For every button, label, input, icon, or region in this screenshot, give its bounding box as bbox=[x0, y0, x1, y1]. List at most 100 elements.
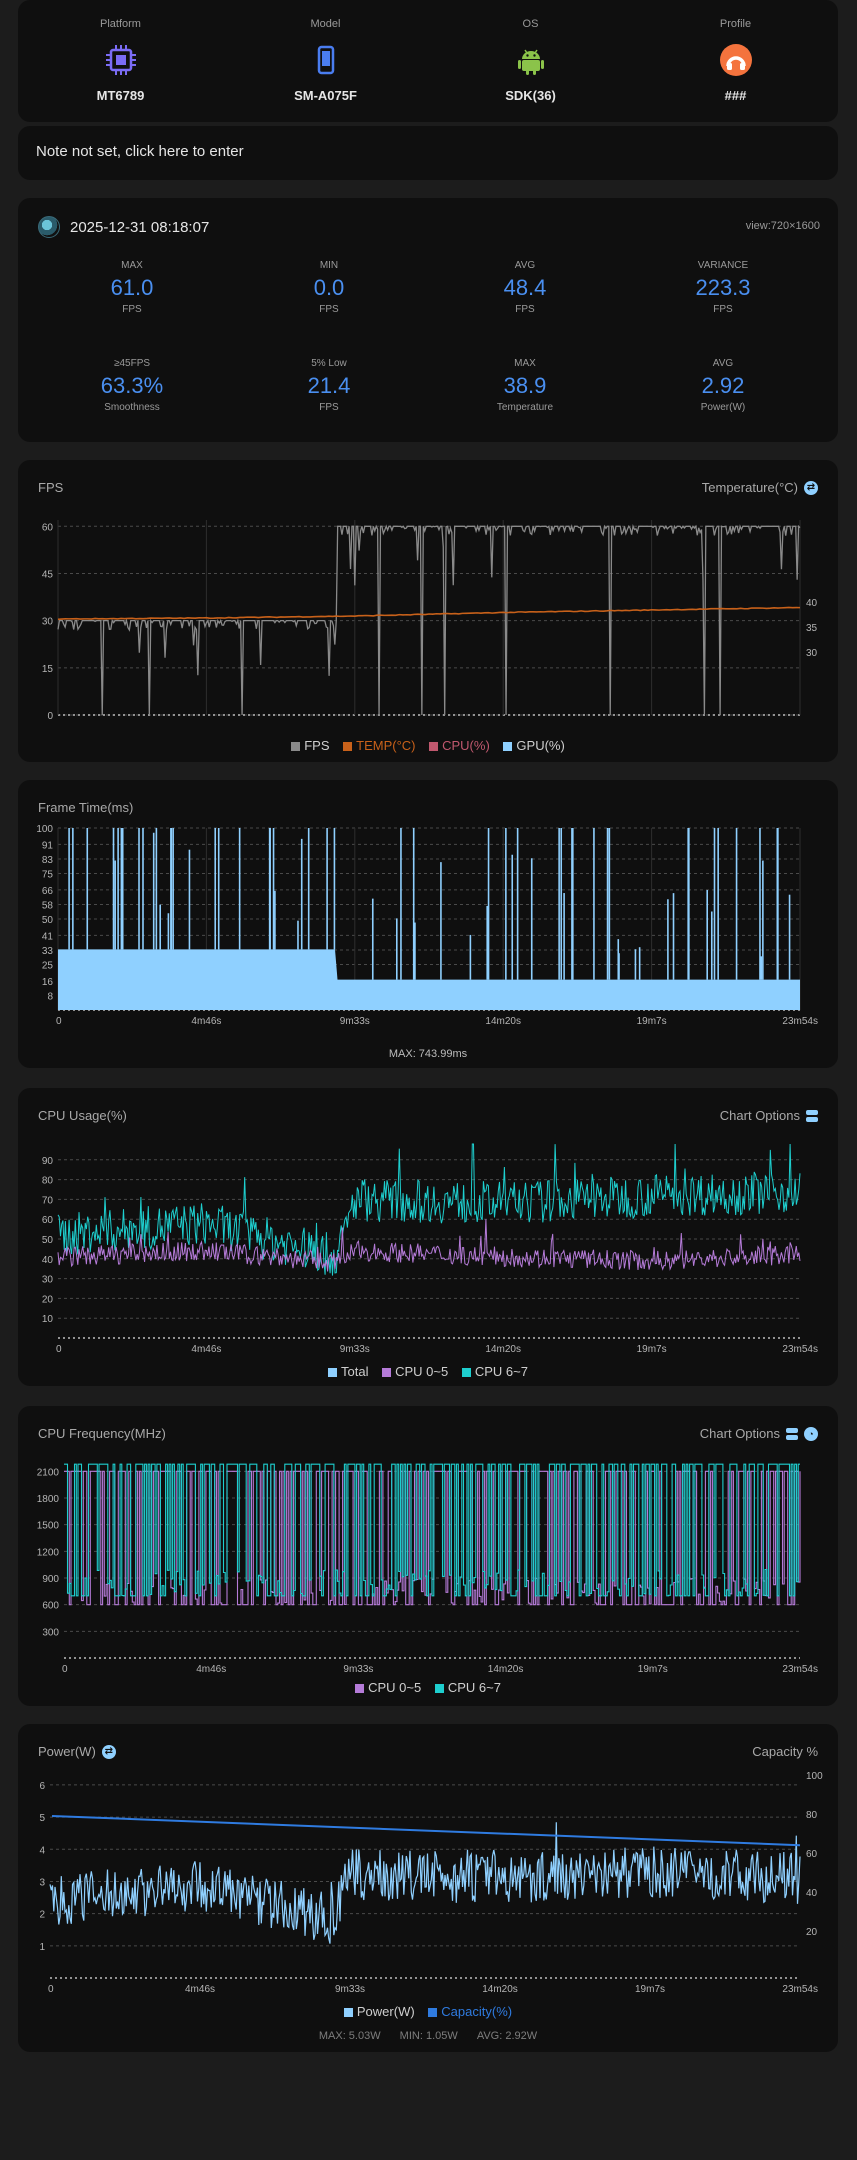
os-label: OS bbox=[522, 18, 539, 30]
x-tick-label: 14m20s bbox=[488, 1664, 524, 1675]
legend-capacity[interactable]: Capacity(%) bbox=[428, 2004, 512, 2019]
legend-freq-cpu-6-7[interactable]: CPU 6~7 bbox=[434, 1680, 501, 1695]
y-tick-label: 10 bbox=[42, 1314, 54, 1325]
x-tick-label: 23m54s bbox=[782, 1344, 818, 1355]
cpu-frequency-title: CPU Frequency(MHz) bbox=[38, 1426, 166, 1441]
power-legend: Power(W) Capacity(%) bbox=[18, 2004, 838, 2019]
capacity-tick-label: 60 bbox=[806, 1849, 818, 1860]
y-tick-label: 60 bbox=[42, 1215, 54, 1226]
legend-cpu-6-7[interactable]: CPU 6~7 bbox=[461, 1364, 528, 1379]
y-tick-label: 900 bbox=[42, 1574, 59, 1585]
capacity-tick-label: 20 bbox=[806, 1927, 818, 1938]
swap-icon[interactable]: ⇄ bbox=[101, 1744, 116, 1759]
swap-icon[interactable]: ⇄ bbox=[804, 480, 818, 495]
temperature-axis-title: Temperature(°C) bbox=[701, 480, 798, 495]
y-tick-label: 3 bbox=[39, 1877, 45, 1888]
y-tick-label: 600 bbox=[42, 1601, 59, 1612]
y-tick-label: 33 bbox=[42, 946, 54, 957]
options-icon[interactable] bbox=[806, 1109, 818, 1122]
y-tick-label: 300 bbox=[42, 1627, 59, 1638]
cpu-frequency-chart-card: CPU Frequency(MHz) Chart Options ◔ 300 600… bbox=[18, 1406, 838, 1706]
y-tick-label: 1800 bbox=[37, 1494, 60, 1505]
y-tick-label: 40 bbox=[42, 1255, 54, 1266]
x-tick-label: 19m7s bbox=[635, 1984, 665, 1995]
x-tick-label: 4m46s bbox=[196, 1664, 226, 1675]
cpu-6-7-line bbox=[57, 1143, 801, 1276]
frametime-chart-card: Frame Time(ms) 8 16 25 33 41 50 58 66 75 83 91 100 0… bbox=[18, 780, 838, 1068]
x-tick-label: 23m54s bbox=[782, 1984, 818, 1995]
y-tick-label: 6 bbox=[39, 1781, 45, 1792]
capacity-axis-title: Capacity % bbox=[752, 1744, 818, 1759]
profile-info[interactable]: Profile ### bbox=[633, 0, 838, 122]
power-chart-title[interactable]: Power(W) ⇄ bbox=[38, 1744, 116, 1759]
frametime-max: MAX: 743.99ms bbox=[388, 1048, 468, 1060]
x-tick-label: 14m20s bbox=[482, 1984, 518, 1995]
temp-tick-label: 30 bbox=[806, 648, 818, 659]
legend-power[interactable]: Power(W) bbox=[343, 2004, 415, 2019]
y-tick-label: 91 bbox=[42, 840, 54, 851]
y-tick-label: 1200 bbox=[37, 1547, 60, 1558]
app-avatar bbox=[38, 216, 60, 238]
power-avg: AVG: 2.92W bbox=[476, 2030, 538, 2042]
y-tick-label: 70 bbox=[42, 1195, 54, 1206]
cpu-usage-options[interactable]: Chart Options bbox=[720, 1108, 818, 1123]
y-tick-label: 5 bbox=[39, 1813, 45, 1824]
note-card[interactable]: Note not set, click here to enter bbox=[18, 126, 838, 180]
profile-label: Profile bbox=[719, 18, 752, 30]
model-label: Model bbox=[310, 18, 341, 30]
pie-icon[interactable]: ◔ bbox=[804, 1426, 818, 1441]
session-stats-card: 2025-12-31 08:18:07 view:720×1600 MAX 61.… bbox=[18, 198, 838, 442]
temp-tick-label: 35 bbox=[806, 623, 818, 634]
y-tick-label: 16 bbox=[42, 977, 54, 988]
cpu-frequency-options[interactable]: Chart Options ◔ bbox=[700, 1426, 818, 1441]
platform-info: Platform MT6789 bbox=[18, 0, 223, 122]
y-tick-label: 58 bbox=[42, 900, 54, 911]
x-tick-label: 19m7s bbox=[638, 1664, 668, 1675]
profile-value: ### bbox=[724, 88, 747, 103]
y-tick-label: 75 bbox=[42, 870, 54, 881]
stat-max-fps: MAX 61.0 FPS bbox=[110, 260, 154, 315]
options-icon[interactable] bbox=[786, 1427, 798, 1440]
session-date: 2025-12-31 08:18:07 bbox=[70, 218, 210, 236]
chip-icon bbox=[103, 42, 139, 78]
legend-cpu-0-5[interactable]: CPU 0~5 bbox=[382, 1364, 448, 1379]
legend-total[interactable]: Total bbox=[328, 1364, 368, 1379]
frametime-chart-title: Frame Time(ms) bbox=[38, 800, 134, 815]
y-tick-label: 60 bbox=[42, 522, 54, 533]
model-info: Model SM-A075F bbox=[223, 0, 428, 122]
y-tick-label: 50 bbox=[42, 915, 54, 926]
cpu-0-5-line bbox=[57, 1219, 801, 1272]
fps-chart-right[interactable]: Temperature(°C) ⇄ bbox=[702, 480, 818, 495]
power-summary: MAX: 5.03W MIN: 1.05W AVG: 2.92W bbox=[18, 2030, 838, 2042]
legend-cpu[interactable]: CPU(%) bbox=[429, 738, 490, 753]
frametime-area bbox=[58, 949, 800, 1010]
x-tick-label: 19m7s bbox=[637, 1016, 667, 1027]
capacity-tick-label: 40 bbox=[806, 1888, 818, 1899]
fps-chart-title: FPS bbox=[38, 480, 64, 495]
stat-5pct-low: 5% Low 21.4 FPS bbox=[307, 358, 351, 413]
y-tick-label: 15 bbox=[42, 664, 54, 675]
legend-temp[interactable]: TEMP(°C) bbox=[343, 738, 415, 753]
stat-min-fps: MIN 0.0 FPS bbox=[313, 260, 345, 315]
y-tick-label: 83 bbox=[42, 855, 54, 866]
profile-icon[interactable] bbox=[718, 42, 754, 78]
cpu-usage-chart: 10 20 30 40 50 60 70 80 90 0 4m46s 9m33s 14m20s 19m7s… bbox=[42, 1143, 818, 1355]
stat-variance: VARIANCE 223.3 FPS bbox=[695, 260, 751, 315]
freq-cpu-6-7-line bbox=[64, 1463, 800, 1597]
platform-value: MT6789 bbox=[96, 88, 145, 103]
legend-fps[interactable]: FPS bbox=[291, 738, 330, 753]
x-tick-label: 23m54s bbox=[782, 1016, 818, 1027]
y-tick-label: 0 bbox=[47, 711, 53, 720]
x-tick-label: 23m54s bbox=[782, 1664, 818, 1675]
cpu-usage-chart-card: CPU Usage(%) Chart Options 10 20 30 40 50 60 7… bbox=[18, 1088, 838, 1386]
fps-line bbox=[57, 523, 801, 716]
view-size: view:720×1600 bbox=[745, 220, 820, 232]
y-tick-label: 25 bbox=[42, 961, 54, 972]
x-tick-label: 0 bbox=[56, 1344, 62, 1355]
stat-max-temp: MAX 38.9 Temperature bbox=[496, 358, 554, 413]
note-text[interactable]: Note not set, click here to enter bbox=[36, 143, 244, 160]
x-tick-label: 9m33s bbox=[340, 1344, 370, 1355]
legend-freq-cpu-0-5[interactable]: CPU 0~5 bbox=[355, 1680, 421, 1695]
legend-gpu[interactable]: GPU(%) bbox=[503, 738, 565, 753]
